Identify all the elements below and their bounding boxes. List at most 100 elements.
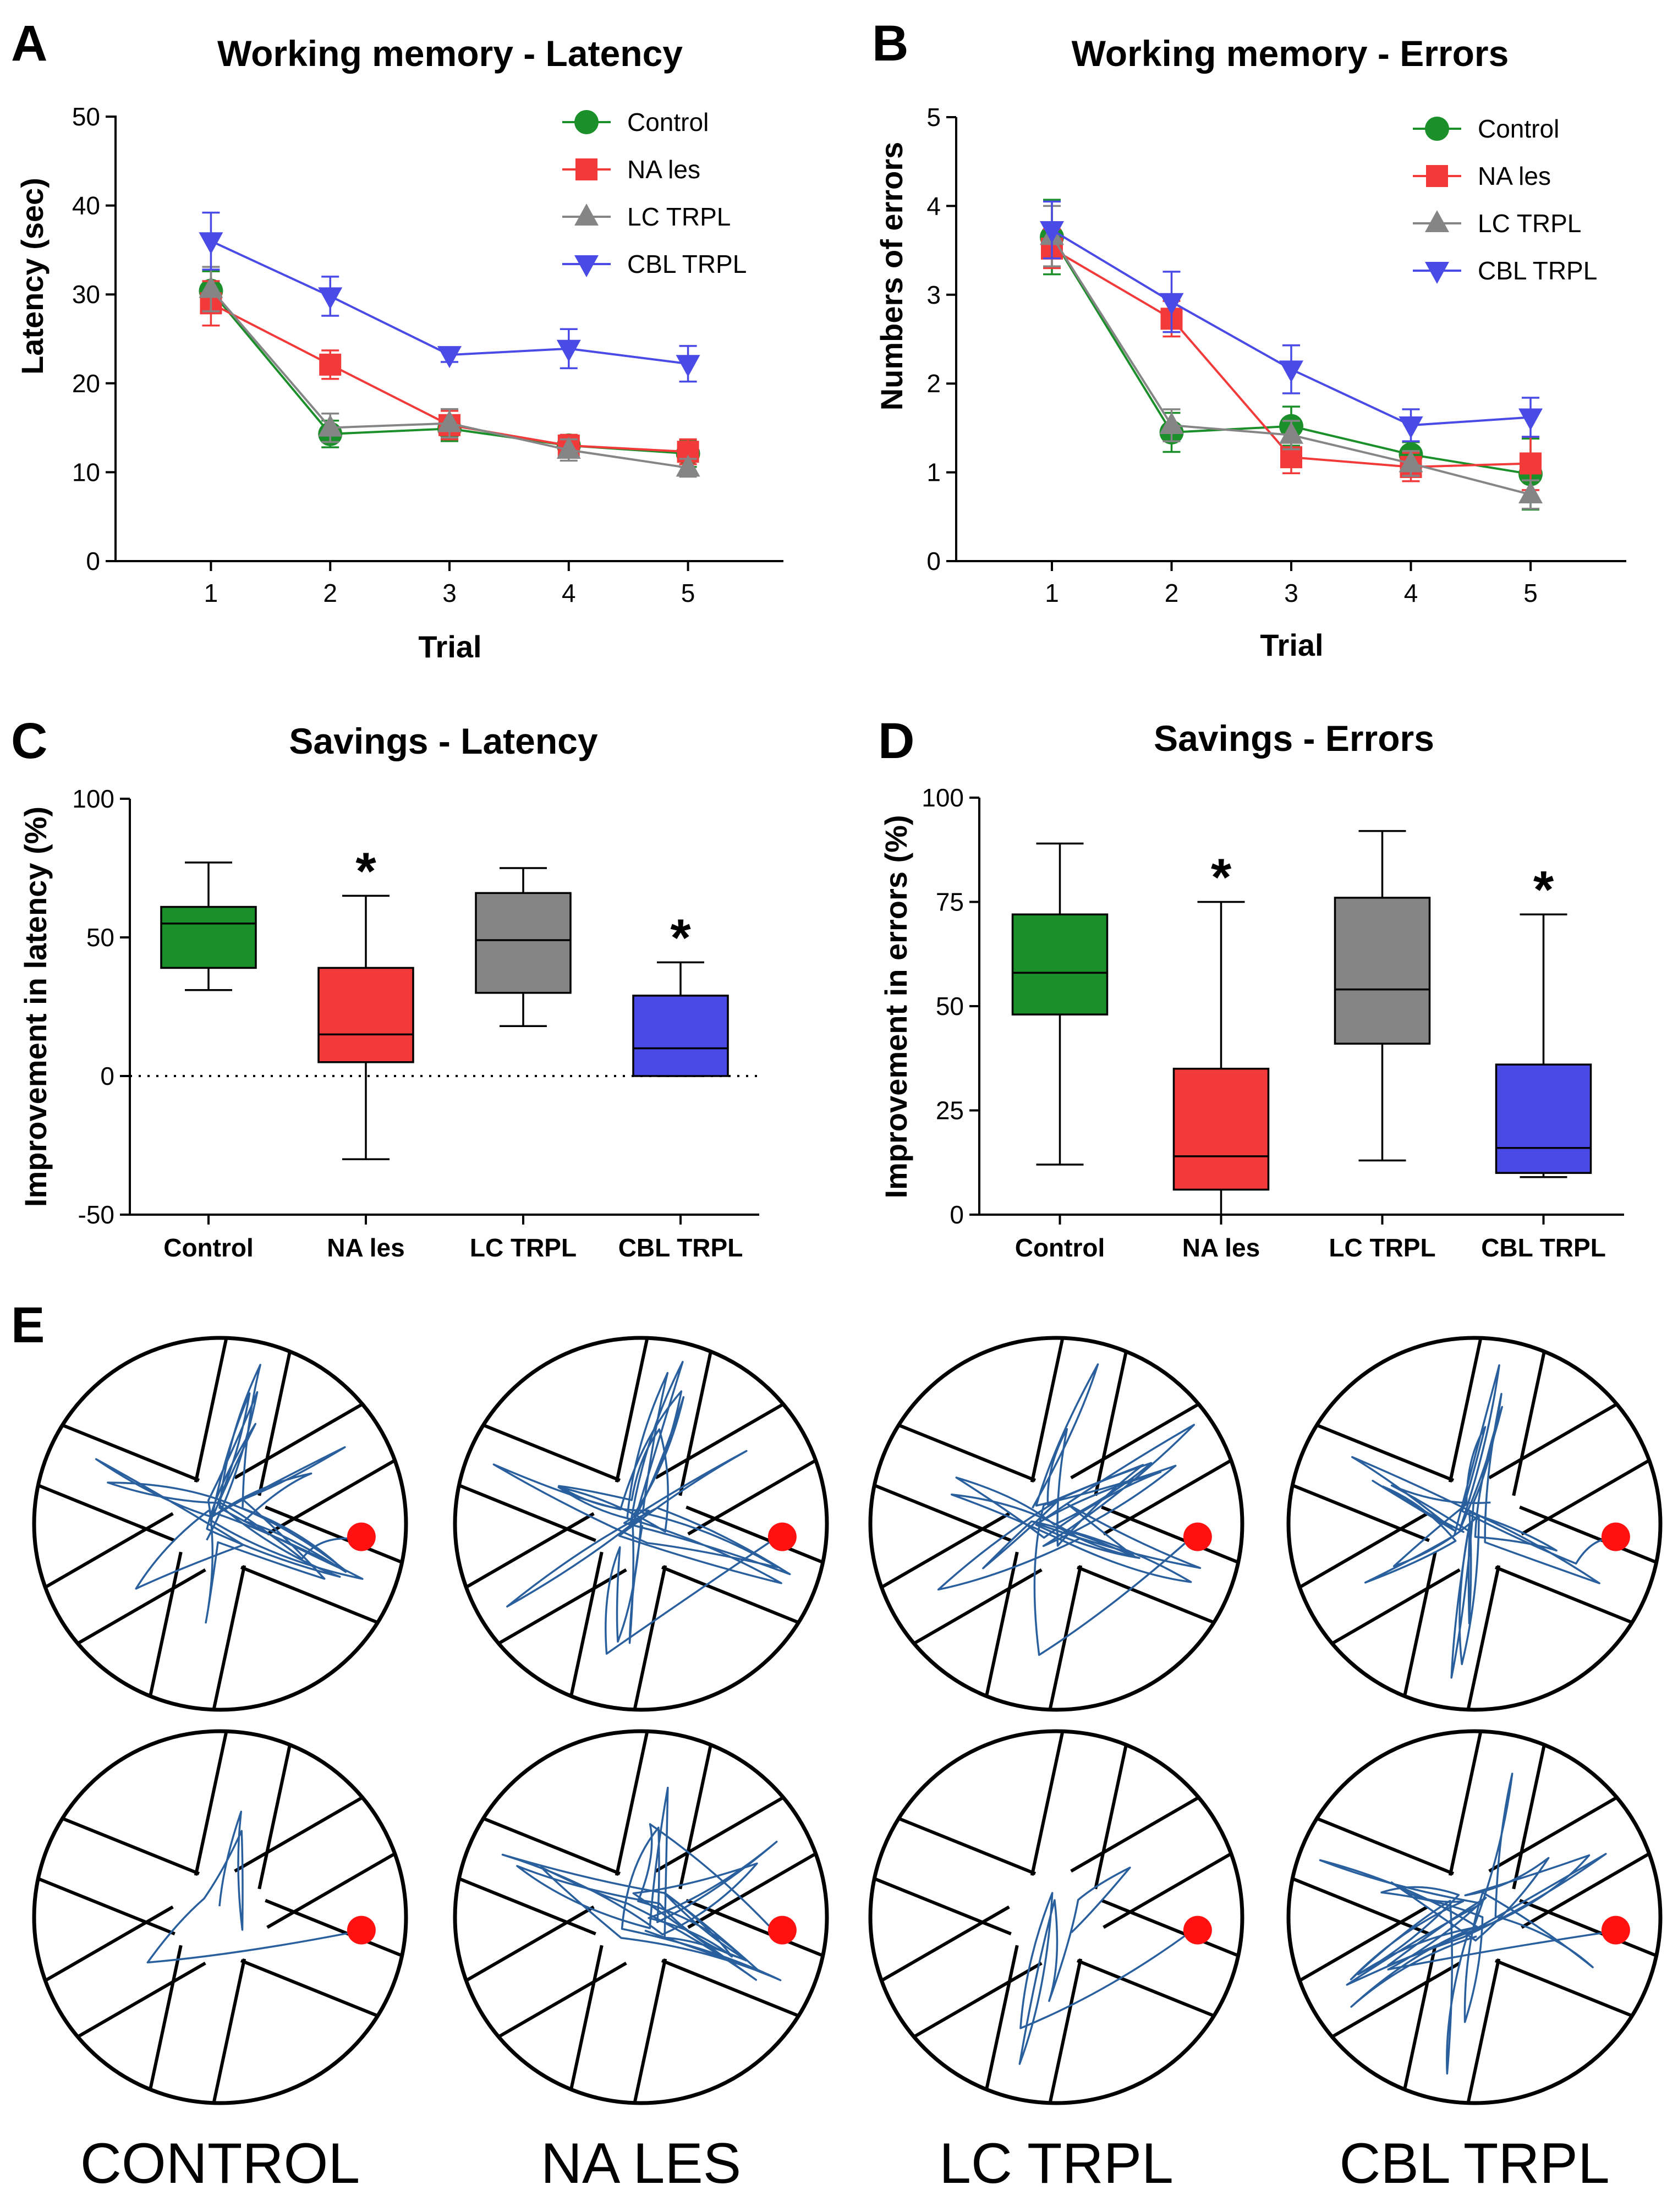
start-marker [347,1915,376,1945]
x-tick-label: 3 [1284,579,1298,607]
panel-a-series [199,211,700,478]
maze-wall [979,1551,1019,1710]
maze-wall [1461,1565,1501,1710]
panel-d-title: Savings - Errors [1154,718,1434,759]
y-tick-label: 0 [86,547,100,575]
maze-wall [1076,1959,1238,2027]
maze-arms [34,1338,406,1710]
data-point-cbl-trpl [199,232,223,255]
maze-wall [39,1414,200,1482]
maze-wall [1494,1566,1656,1634]
maze-wall [875,1414,1037,1482]
maze-wall [265,1898,406,1967]
maze-wall [240,1959,402,2027]
maze-wall [1519,1505,1660,1573]
box-lc-trpl [1334,830,1431,1162]
maze-wall [1288,1868,1430,1936]
panel-a-title: Working memory - Latency [217,33,683,74]
maze-wall [875,1807,1037,1875]
maze-wall [34,1905,174,1995]
box-iqr [317,967,414,1063]
y-tick-label: 50 [72,102,100,131]
maze-wall [266,1840,406,1929]
maze-arms [870,1731,1242,2103]
maze-outline [1286,1729,1663,2105]
panel-a-y-label: Latency (sec) [15,178,50,375]
maze-wall [1288,1512,1428,1601]
maze-wall [686,1898,827,1967]
rat-trajectory [492,1360,791,1655]
maze-wall [55,1961,206,2051]
maze-wall [1103,1446,1242,1536]
maze-wall [1461,1958,1501,2103]
maze-label-na-les: NA LES [541,2132,741,2195]
series-lc-trpl [199,266,700,478]
panel-b-y-ticks: 0 1 2 3 4 5 [926,103,956,575]
maze-grid [32,1336,1663,2105]
data-point-cbl-trpl [556,339,581,362]
legend-marker [1425,117,1449,141]
maze-wall [687,1446,827,1536]
y-tick-label: 20 [72,369,100,398]
panel-b-legend: Control NA les LC TRPL CBL TRPL [1413,114,1597,285]
box-iqr [1495,1063,1592,1174]
maze-wall [34,1474,176,1543]
maze-wall [870,1868,1012,1936]
x-category-label: LC TRPL [1329,1233,1435,1262]
x-category-label: NA les [1182,1233,1260,1262]
maze-wall [207,1958,246,2103]
y-tick-label: 0 [100,1062,114,1090]
box-iqr [475,892,572,994]
y-tick-label: -50 [78,1200,114,1229]
maze-wall [34,1512,174,1601]
x-category-label: Control [1015,1233,1105,1262]
data-point-cbl-trpl [1040,221,1064,243]
panel-letter-c: C [11,713,47,769]
panel-b-x-ticks: 1 2 3 4 5 [1045,561,1538,607]
maze-1-0 [32,1729,408,2105]
maze-wall [143,1551,183,1710]
maze-1-3 [1286,1729,1663,2105]
maze-arms [455,1338,827,1710]
box-iqr [1334,897,1431,1045]
maze-wall [1094,1731,1133,1890]
maze-wall [686,1505,827,1573]
maze-wall [240,1566,402,1634]
data-point-na-les [319,353,342,376]
panel-a-legend: Control NA les LC TRPL CBL TRPL [562,108,747,278]
rat-trajectory [937,1363,1202,1656]
panel-letter-d: D [878,713,914,769]
maze-wall [194,1731,233,1876]
data-point-cbl-trpl [676,355,700,377]
panel-d-x-ticks: Control NA les LC TRPL CBL TRPL [1015,1215,1606,1262]
box-na-les: * [1172,848,1270,1216]
box-iqr [632,995,729,1077]
maze-wall [1043,1958,1083,2103]
legend-marker [1425,210,1449,232]
y-tick-label: 25 [936,1096,964,1125]
panel-d: D Savings - Errors Improvement in errors… [878,713,1624,1262]
maze-wall [1397,1945,1437,2103]
maze-wall [55,1568,206,1657]
maze-wall [678,1338,718,1496]
maze-1-1 [453,1729,829,2105]
maze-outline [868,1729,1244,2105]
maze-wall [194,1338,233,1483]
panel-e: E CONTROL NA LES LC TRPL CBL TRPL [11,1297,1663,2195]
maze-wall [870,1905,1010,1995]
y-tick-label: 1 [926,458,941,487]
box-lc-trpl [475,867,572,1028]
maze-wall [615,1731,654,1876]
legend-item-na-les: NA les [1413,162,1551,190]
start-marker [767,1522,797,1551]
y-tick-label: 50 [936,992,964,1020]
x-tick-label: 1 [204,579,218,607]
significance-star: * [1533,860,1554,919]
box-control [160,861,257,991]
maze-wall [266,1446,406,1536]
maze-label-lc-trpl: LC TRPL [939,2132,1173,2195]
data-point-lc-trpl [437,410,462,432]
maze-wall [661,1566,822,1634]
data-point-na-les [1520,452,1542,475]
start-marker [1183,1915,1212,1945]
